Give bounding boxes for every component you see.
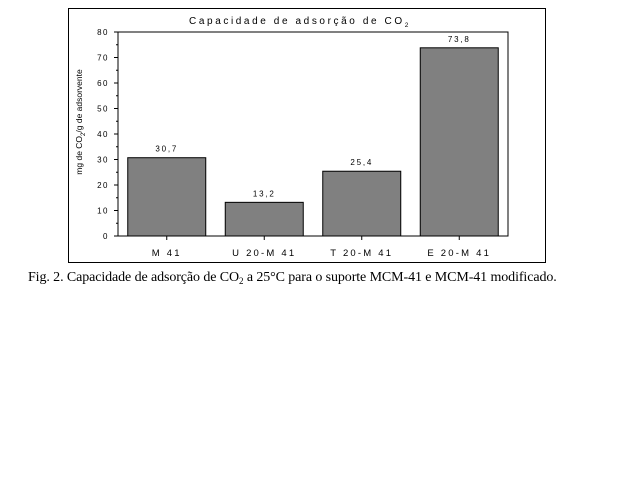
x-tick-label: E 20-M 41 (427, 248, 491, 259)
chart-title-main: Capacidade de adsorção de CO (189, 16, 405, 27)
bar-value-label: 30,7 (155, 145, 178, 154)
x-tick-label: T 20-M 41 (330, 248, 393, 259)
value-labels: 30,7 13,2 25,4 73,8 (155, 35, 471, 199)
bar (224, 201, 304, 237)
y-tick-label: 70 (97, 54, 109, 63)
bar (127, 157, 207, 237)
caption-text-after: a 25°C para o suporte MCM-41 e MCM-41 mo… (243, 270, 557, 285)
y-tick-label: 60 (97, 79, 109, 88)
y-tick-label: 40 (97, 130, 109, 139)
y-axis-label-post: /g de adsorvente (74, 69, 84, 133)
caption-text-before: Fig. 2. Capacidade de adsorção de CO (28, 270, 240, 285)
bar (322, 170, 402, 237)
bars (127, 47, 499, 237)
figure-caption: Fig. 2. Capacidade de adsorção de CO2 a … (28, 270, 628, 286)
chart-title: Capacidade de adsorção de CO2 (189, 16, 411, 29)
y-tick-label: 80 (97, 28, 109, 37)
caption-subscript: 2 (239, 276, 244, 286)
y-axis-label-pre: mg de CO (74, 136, 84, 175)
y-tick-label: 50 (97, 105, 109, 114)
bar-value-label: 73,8 (448, 35, 471, 44)
y-tick-label: 10 (97, 207, 109, 216)
y-tick-label: 0 (103, 232, 109, 241)
axes (114, 31, 509, 240)
y-tick-label: 30 (97, 156, 109, 165)
bar-value-label: 25,4 (350, 158, 373, 167)
x-tick-label: U 20-M 41 (232, 248, 296, 259)
chart-title-subscript: 2 (405, 22, 411, 29)
y-tick-labels: 0 10 20 30 40 50 60 70 80 (97, 28, 109, 241)
y-axis-label: mg de CO2/g de adsorvente (74, 69, 87, 175)
y-tick-label: 20 (97, 181, 109, 190)
bar-value-label: 13,2 (253, 189, 276, 198)
x-tick-label: M 41 (152, 248, 182, 259)
bar (419, 47, 499, 237)
x-tick-labels: M 41 U 20-M 41 T 20-M 41 E 20-M 41 (152, 248, 491, 259)
y-axis-label-sub: 2 (81, 132, 87, 136)
